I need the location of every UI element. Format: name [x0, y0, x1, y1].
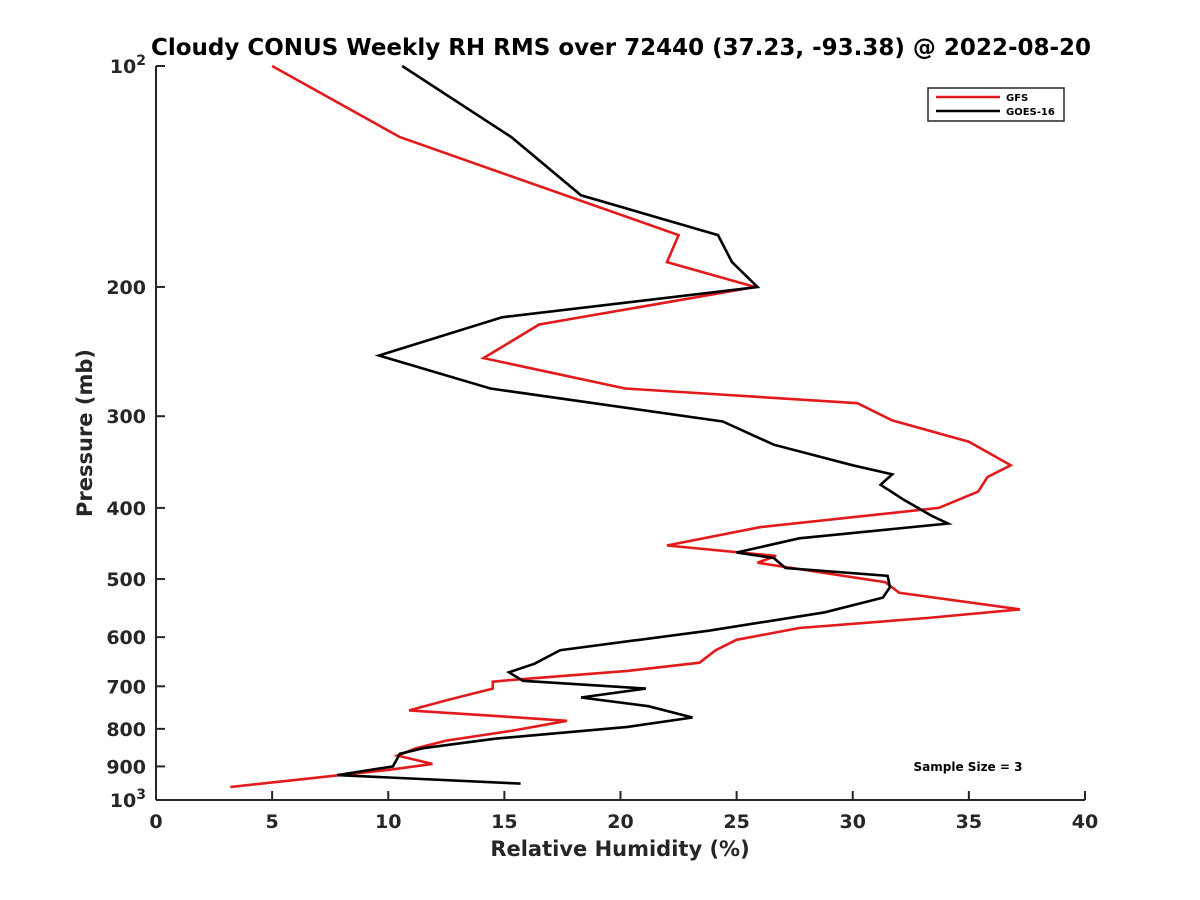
- x-tick-label: 40: [1072, 811, 1098, 833]
- x-tick-label: 15: [491, 811, 517, 833]
- y-tick-label: 200: [106, 277, 146, 299]
- plot-lines: [230, 64, 1021, 789]
- legend-box: [927, 87, 1065, 122]
- y-tick-label: 600: [106, 627, 146, 649]
- y-tick-label: 500: [106, 569, 146, 591]
- y-tick-label: 700: [106, 676, 146, 698]
- x-tick-label: 25: [723, 811, 749, 833]
- x-axis-label: Relative Humidity (%): [490, 837, 749, 861]
- y-tick-label: 900: [106, 756, 146, 778]
- x-axis-ticks: 0 5 10 15 20 25 30 35 40: [149, 791, 1098, 833]
- x-tick-label: 10: [375, 811, 401, 833]
- y-tick-label: 102: [110, 53, 146, 78]
- legend-label-goes-16: GOES-16: [1006, 107, 1055, 118]
- y-tick-label: 300: [106, 406, 146, 428]
- x-tick-label: 0: [149, 811, 162, 833]
- y-axis-label: Pressure (mb): [73, 349, 97, 517]
- y-tick-label: 103: [110, 787, 146, 812]
- legend: GFS GOES-16: [927, 87, 1065, 122]
- series-line-gfs: [230, 64, 1021, 789]
- y-tick-label: 400: [106, 498, 146, 520]
- sample-size-annotation: Sample Size = 3: [914, 760, 1023, 774]
- y-tick-label: 800: [106, 719, 146, 741]
- chart-title: Cloudy CONUS Weekly RH RMS over 72440 (3…: [151, 35, 1091, 61]
- x-tick-label: 20: [607, 811, 633, 833]
- x-tick-label: 5: [266, 811, 279, 833]
- legend-label-gfs: GFS: [1006, 93, 1028, 104]
- series-line-goes-16: [336, 64, 953, 785]
- x-tick-label: 30: [840, 811, 866, 833]
- x-tick-label: 35: [956, 811, 982, 833]
- y-axis-ticks: 102 200 300 400 500 600 700 800 900 103: [106, 53, 165, 812]
